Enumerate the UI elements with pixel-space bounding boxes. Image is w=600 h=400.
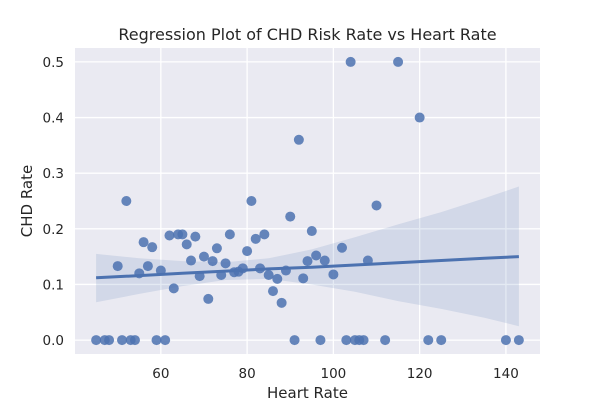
data-point [306,226,317,237]
data-point [220,258,231,269]
x-axis-label: Heart Rate [267,384,348,400]
data-point [259,229,270,240]
y-tick-label: 0.2 [43,222,64,238]
y-tick-label: 0.0 [43,333,64,349]
y-tick-label: 0.3 [43,166,64,182]
data-point [142,261,153,272]
data-point [91,335,102,346]
x-tick-label: 80 [239,366,256,382]
data-point [112,261,123,272]
data-point [302,256,313,267]
x-tick-label: 120 [407,366,433,382]
data-point [151,335,162,346]
data-point [371,200,382,211]
data-point [272,273,283,284]
data-point [293,134,304,145]
data-point [211,243,222,254]
data-point [393,56,404,67]
y-tick-label: 0.4 [43,111,64,127]
data-point [181,239,192,250]
plot-area [75,48,540,354]
y-tick-label: 0.1 [43,277,64,293]
data-point [224,229,235,240]
data-point [414,112,425,123]
y-axis-label: CHD Rate [18,165,36,237]
data-point [168,283,179,294]
chart-title: Regression Plot of CHD Risk Rate vs Hear… [118,25,496,44]
data-point [250,233,261,244]
data-point [500,335,511,346]
data-point [177,229,188,240]
x-tick-labels: 60 80 100 120 140 [152,366,519,382]
data-point [147,242,158,253]
data-point [160,335,171,346]
data-point [138,237,149,248]
data-point [186,255,197,266]
data-point [298,273,309,284]
data-point [246,196,257,206]
data-point [117,335,128,346]
data-point [164,230,175,241]
data-points [91,56,524,346]
x-tick-label: 100 [320,366,346,382]
y-tick-label: 0.5 [43,55,64,71]
data-point [436,335,447,346]
x-tick-label: 140 [493,366,519,382]
data-point [319,255,330,266]
x-tick-label: 60 [152,366,169,382]
regression-line [96,255,519,280]
data-point [198,251,209,262]
data-point [190,231,201,242]
data-point [285,211,296,222]
data-point [276,297,287,308]
data-point [358,335,369,346]
data-point [345,56,356,67]
data-point [104,335,115,346]
data-point [242,246,253,257]
data-point [121,196,132,206]
data-point [513,335,524,346]
data-point [311,250,322,261]
data-point [267,286,278,297]
data-point [341,335,352,346]
data-point [423,335,434,346]
data-point [328,269,339,280]
data-point [129,335,140,346]
y-tick-labels: 0.0 0.1 0.2 0.3 0.4 0.5 [43,55,64,349]
data-point [315,335,326,346]
data-point [337,242,348,253]
data-point [380,335,391,346]
data-point [207,256,218,267]
data-point [203,293,214,304]
data-point [289,335,300,346]
data-point [263,269,274,280]
